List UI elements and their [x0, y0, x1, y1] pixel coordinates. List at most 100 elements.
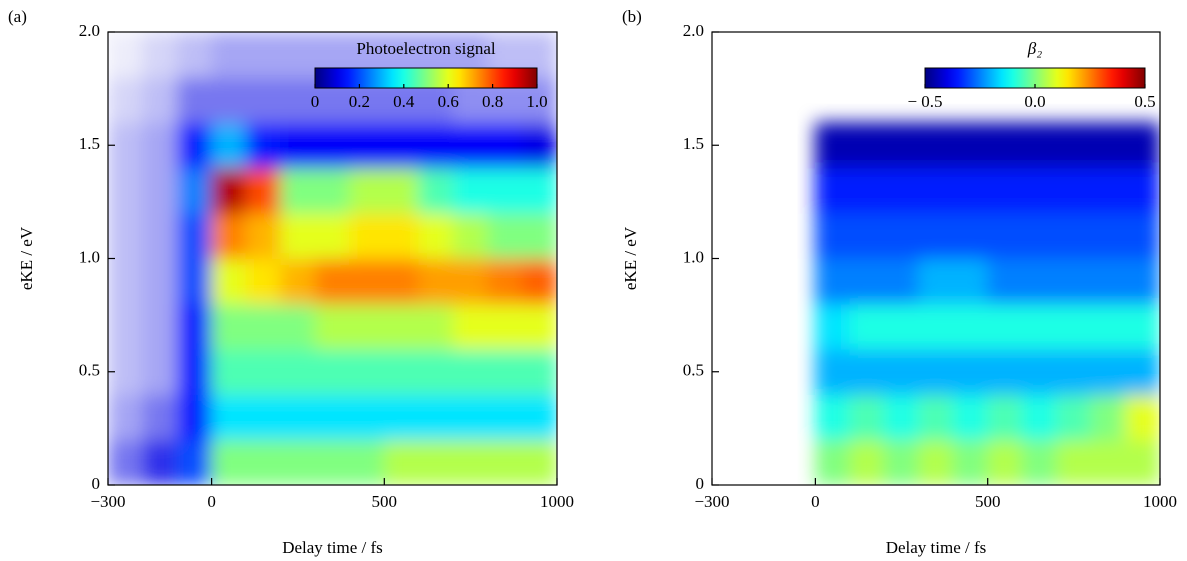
heatmap-cell	[952, 393, 989, 441]
heatmap-cell	[176, 303, 213, 350]
heatmap-cell	[142, 76, 178, 124]
heatmap-cell	[1125, 439, 1160, 485]
heatmap-cell	[280, 348, 316, 395]
heatmap-cell	[918, 258, 954, 305]
x-axis-label: Delay time / fs	[886, 538, 987, 557]
heatmap-cell	[814, 258, 851, 305]
heatmap-cell	[918, 439, 954, 485]
heatmap-cell	[1021, 303, 1058, 350]
heatmap-cell	[987, 393, 1023, 441]
y-tick-label: 2.0	[683, 21, 704, 40]
heatmap-cell	[314, 303, 351, 350]
colorbar-tick-label: − 0.5	[907, 92, 942, 111]
heatmap-cell	[849, 258, 885, 305]
heatmap-cell	[952, 167, 989, 214]
heatmap-cell	[1125, 348, 1160, 395]
heatmap-cell	[314, 393, 351, 441]
heatmap-cell	[1021, 348, 1058, 395]
heatmap-cell	[176, 32, 213, 78]
heatmap-cell	[280, 212, 316, 259]
panel-label: (a)	[8, 7, 27, 26]
heatmap-cell	[1021, 393, 1058, 441]
heatmap-cell	[814, 167, 851, 214]
heatmap-cell	[383, 167, 420, 214]
heatmap-cell	[349, 439, 385, 485]
heatmap-cell	[521, 303, 557, 350]
heatmap-cell	[521, 167, 557, 214]
heatmap-cell	[1090, 303, 1127, 350]
x-tick-label: 500	[372, 492, 398, 511]
heatmap-cell	[452, 348, 489, 395]
heatmap-cell	[383, 348, 420, 395]
heatmap-cell	[349, 122, 385, 169]
heatmap-cell	[814, 348, 851, 395]
heatmap-cell	[1056, 167, 1092, 214]
heatmap-cell	[211, 303, 247, 350]
x-tick-label: −300	[90, 492, 125, 511]
heatmap-cell	[849, 393, 885, 441]
heatmap-cell	[883, 348, 920, 395]
plot-area	[814, 122, 1160, 485]
heatmap-cell	[280, 258, 316, 305]
heatmap-cell	[849, 212, 885, 259]
y-tick-label: 1.5	[683, 134, 704, 153]
heatmap-cell	[245, 393, 282, 441]
heatmap-cell	[418, 439, 454, 485]
heatmap-cell	[349, 393, 385, 441]
colorbar-tick-label: 0.5	[1134, 92, 1155, 111]
panel-label: (b)	[622, 7, 642, 26]
heatmap-cell	[418, 122, 454, 169]
heatmap-cell	[176, 439, 213, 485]
heatmap-cell	[176, 258, 213, 305]
heatmap-cell	[487, 303, 523, 350]
heatmap-cell	[987, 303, 1023, 350]
heatmap-cell	[1021, 122, 1058, 169]
heatmap-cell	[849, 348, 885, 395]
heatmap-cell	[814, 439, 851, 485]
colorbar-tick-label: 0	[311, 92, 320, 111]
heatmap-cell	[176, 76, 213, 124]
heatmap-cell	[1021, 167, 1058, 214]
heatmap-cell	[245, 212, 282, 259]
y-axis-label: eKE / eV	[17, 226, 36, 290]
heatmap-cell	[1125, 167, 1160, 214]
colorbar-tick-label: 1.0	[526, 92, 547, 111]
heatmap-cell	[142, 122, 178, 169]
x-tick-label: 1000	[1143, 492, 1177, 511]
heatmap-cell	[418, 212, 454, 259]
heatmap-cell	[383, 122, 420, 169]
heatmap-cell	[1090, 212, 1127, 259]
heatmap-cell	[383, 258, 420, 305]
heatmap-cell	[883, 303, 920, 350]
colorbar-tick-label: 0.0	[1024, 92, 1045, 111]
heatmap-cell	[452, 303, 489, 350]
heatmap-cell	[987, 212, 1023, 259]
heatmap-cell	[280, 393, 316, 441]
heatmap-cell	[1056, 348, 1092, 395]
colorbar-tick-label: 0.4	[393, 92, 415, 111]
heatmap-cell	[918, 167, 954, 214]
heatmap-cell	[521, 212, 557, 259]
heatmap-cell	[176, 167, 213, 214]
colorbar-title: Photoelectron signal	[356, 39, 496, 58]
heatmap-cell	[814, 122, 851, 169]
heatmap-cell	[987, 122, 1023, 169]
x-tick-label: 0	[207, 492, 216, 511]
heatmap-cell	[487, 258, 523, 305]
heatmap-cell	[521, 122, 557, 169]
heatmap-cell	[383, 439, 420, 485]
heatmap-cell	[211, 348, 247, 395]
heatmap	[108, 32, 557, 485]
heatmap-cell	[521, 348, 557, 395]
colorbar	[314, 67, 538, 89]
heatmap-cell	[245, 167, 282, 214]
plot-area	[108, 32, 557, 485]
heatmap-cell	[1090, 393, 1127, 441]
heatmap-cell	[245, 348, 282, 395]
heatmap-cell	[1090, 348, 1127, 395]
heatmap-cell	[349, 303, 385, 350]
heatmap-cell	[142, 32, 178, 78]
heatmap-cell	[383, 393, 420, 441]
heatmap-cell	[883, 167, 920, 214]
y-axis-label: eKE / eV	[621, 226, 640, 290]
